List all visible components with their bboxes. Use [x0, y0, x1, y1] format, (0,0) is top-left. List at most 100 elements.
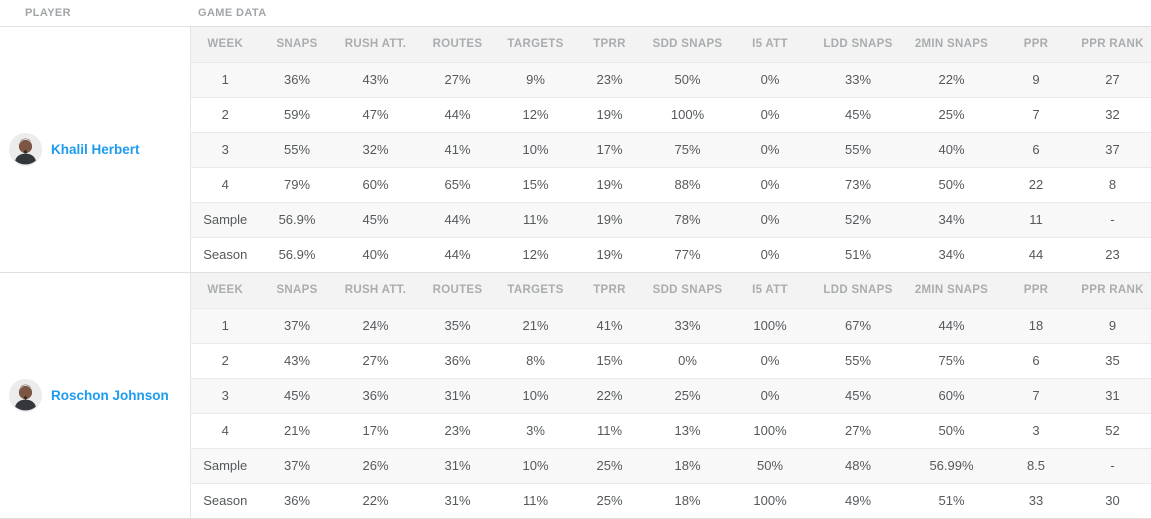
- player-cell: Roschon Johnson: [0, 273, 190, 518]
- stat-cell-tprr: 41%: [573, 308, 647, 343]
- panel-header: PLAYER GAME DATA: [0, 0, 1151, 27]
- column-header-snaps: SNAPS: [260, 27, 335, 62]
- stat-cell-routes: 27%: [417, 62, 499, 97]
- stat-cell-ppr: 8.5: [999, 448, 1074, 483]
- stat-cell-ppr-rank: 37: [1074, 132, 1151, 167]
- stat-cell-rush-att: 27%: [335, 343, 417, 378]
- stat-cell-snaps: 56.9%: [260, 202, 335, 237]
- stat-cell-2min-snaps: 51%: [905, 483, 999, 518]
- stat-cell-2min-snaps: 56.99%: [905, 448, 999, 483]
- stat-cell-routes: 44%: [417, 202, 499, 237]
- column-header-week: WEEK: [191, 27, 260, 62]
- stat-cell-sdd-snaps: 100%: [647, 97, 729, 132]
- player-link[interactable]: Khalil Herbert: [9, 133, 140, 166]
- stat-cell-ppr: 44: [999, 237, 1074, 272]
- column-header-tprr: TPRR: [573, 27, 647, 62]
- stat-cell-targets: 9%: [499, 62, 573, 97]
- column-header-ldd-snaps: LDD SNAPS: [812, 273, 905, 308]
- stat-cell-rush-att: 60%: [335, 167, 417, 202]
- stat-cell-routes: 65%: [417, 167, 499, 202]
- stat-cell-targets: 3%: [499, 413, 573, 448]
- stat-cell-ppr-rank: -: [1074, 202, 1151, 237]
- stat-cell-ppr: 3: [999, 413, 1074, 448]
- column-header-i5-att: I5 ATT: [729, 27, 812, 62]
- stat-cell-ppr: 18: [999, 308, 1074, 343]
- stat-cell-routes: 44%: [417, 97, 499, 132]
- stat-cell-sdd-snaps: 78%: [647, 202, 729, 237]
- player-name: Khalil Herbert: [51, 142, 140, 157]
- stat-cell-tprr: 15%: [573, 343, 647, 378]
- stat-cell-ppr-rank: 32: [1074, 97, 1151, 132]
- column-header-i5-att: I5 ATT: [729, 273, 812, 308]
- stat-cell-i5-att: 0%: [729, 97, 812, 132]
- column-header-ppr: PPR: [999, 27, 1074, 62]
- stat-cell-tprr: 19%: [573, 202, 647, 237]
- stat-cell-ppr: 22: [999, 167, 1074, 202]
- stat-cell-routes: 36%: [417, 343, 499, 378]
- column-header-snaps: SNAPS: [260, 273, 335, 308]
- stat-cell-ppr: 6: [999, 343, 1074, 378]
- stat-cell-ldd-snaps: 27%: [812, 413, 905, 448]
- stat-cell-ppr: 11: [999, 202, 1074, 237]
- week-cell: 2: [191, 97, 260, 132]
- stat-cell-i5-att: 0%: [729, 343, 812, 378]
- stat-cell-targets: 15%: [499, 167, 573, 202]
- stat-cell-tprr: 25%: [573, 483, 647, 518]
- stat-cell-ppr-rank: 23: [1074, 237, 1151, 272]
- column-header-sdd-snaps: SDD SNAPS: [647, 273, 729, 308]
- stat-cell-ppr-rank: 52: [1074, 413, 1151, 448]
- stat-cell-i5-att: 0%: [729, 202, 812, 237]
- week-cell: 3: [191, 132, 260, 167]
- stat-cell-sdd-snaps: 25%: [647, 378, 729, 413]
- stat-cell-ldd-snaps: 73%: [812, 167, 905, 202]
- stat-cell-snaps: 79%: [260, 167, 335, 202]
- stat-cell-rush-att: 43%: [335, 62, 417, 97]
- week-cell: 1: [191, 308, 260, 343]
- column-header-routes: ROUTES: [417, 27, 499, 62]
- stat-cell-ppr: 7: [999, 97, 1074, 132]
- player-cell: Khalil Herbert: [0, 27, 190, 272]
- stat-cell-i5-att: 100%: [729, 413, 812, 448]
- stat-cell-routes: 31%: [417, 483, 499, 518]
- stat-cell-targets: 11%: [499, 202, 573, 237]
- column-header-ppr-rank: PPR RANK: [1074, 273, 1151, 308]
- week-cell: 4: [191, 167, 260, 202]
- column-header-rush-att: RUSH ATT.: [335, 273, 417, 308]
- stat-cell-tprr: 19%: [573, 97, 647, 132]
- week-cell: Sample: [191, 448, 260, 483]
- column-header-week: WEEK: [191, 273, 260, 308]
- stat-cell-targets: 10%: [499, 132, 573, 167]
- stat-cell-ppr-rank: 30: [1074, 483, 1151, 518]
- stat-cell-rush-att: 22%: [335, 483, 417, 518]
- stat-cell-routes: 44%: [417, 237, 499, 272]
- player-link[interactable]: Roschon Johnson: [9, 379, 169, 412]
- stat-cell-tprr: 17%: [573, 132, 647, 167]
- stat-cell-2min-snaps: 60%: [905, 378, 999, 413]
- stat-cell-sdd-snaps: 75%: [647, 132, 729, 167]
- stat-cell-rush-att: 17%: [335, 413, 417, 448]
- stat-cell-2min-snaps: 25%: [905, 97, 999, 132]
- stat-cell-rush-att: 36%: [335, 378, 417, 413]
- stat-cell-snaps: 59%: [260, 97, 335, 132]
- week-cell: 4: [191, 413, 260, 448]
- stat-cell-ppr: 9: [999, 62, 1074, 97]
- week-cell: Season: [191, 237, 260, 272]
- stat-cell-snaps: 36%: [260, 483, 335, 518]
- stat-cell-ppr-rank: -: [1074, 448, 1151, 483]
- player-name: Roschon Johnson: [51, 388, 169, 403]
- stat-cell-targets: 11%: [499, 483, 573, 518]
- stat-cell-i5-att: 0%: [729, 167, 812, 202]
- week-cell: Sample: [191, 202, 260, 237]
- stat-cell-ldd-snaps: 51%: [812, 237, 905, 272]
